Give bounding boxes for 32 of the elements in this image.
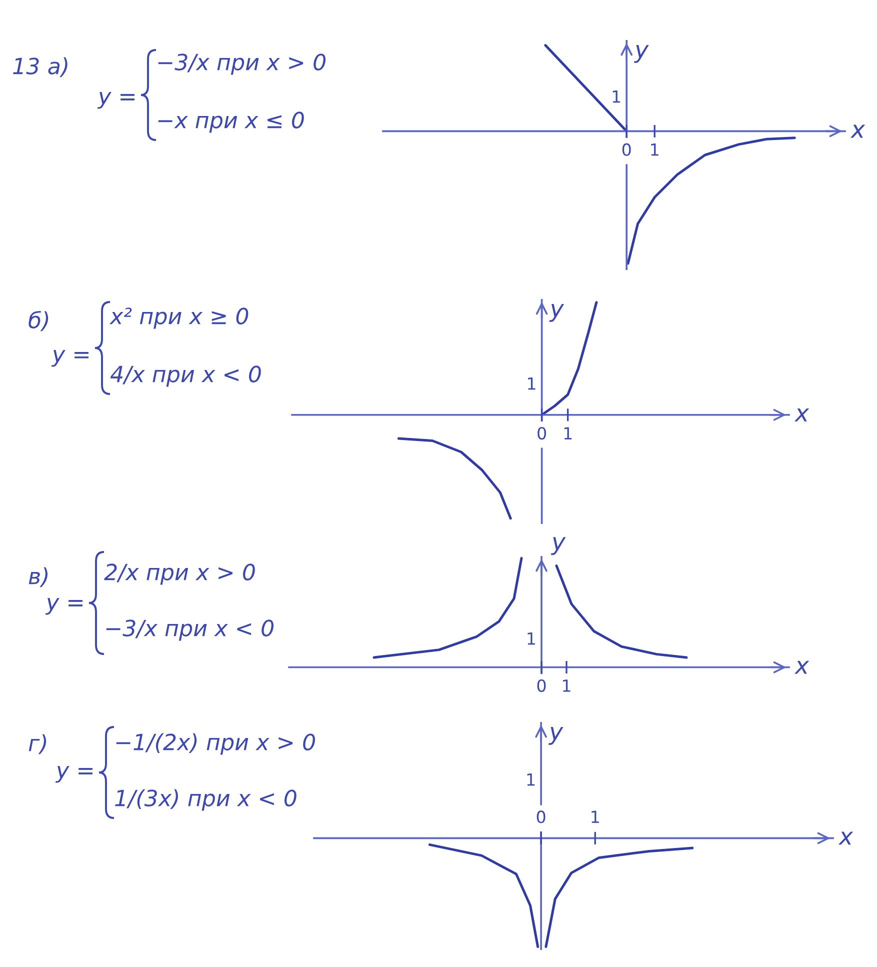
y-axis-title: y	[550, 537, 566, 555]
text: б)	[28, 310, 48, 332]
x-axis-title: x	[794, 660, 810, 674]
x-axis-title: x	[838, 832, 854, 845]
text: г)	[28, 734, 46, 754]
text: −3/x при x > 0	[158, 54, 326, 75]
text: 1/(3x) при x < 0	[115, 789, 296, 811]
annotation: 1	[528, 632, 535, 645]
text: y =	[51, 350, 88, 367]
x-tick-label: 0	[622, 143, 631, 156]
text: −x при x ≤ 0	[158, 112, 304, 133]
x-axis-title: x	[794, 408, 810, 422]
annotation: 1	[612, 90, 620, 103]
y-axis-title: y	[548, 727, 564, 745]
x-tick-label: 0	[536, 810, 546, 824]
text: y =	[55, 766, 92, 783]
text: 1	[527, 773, 535, 786]
text: в)	[28, 567, 48, 588]
text: y =	[45, 598, 82, 615]
y-axis-title: y	[549, 304, 564, 322]
text: 2/x при x > 0	[104, 564, 255, 585]
text: −3/x при x < 0	[106, 620, 274, 641]
text: x² при x ≥ 0	[109, 308, 248, 329]
x-tick-label: 0	[538, 426, 546, 440]
x-tick-label: 0	[537, 679, 546, 692]
y-axis-title: y	[634, 45, 649, 63]
annotation: 1	[528, 377, 536, 390]
text: y =	[97, 92, 134, 109]
text: 13 а)	[13, 57, 68, 78]
text: −1/(2x) при x > 0	[116, 733, 315, 755]
text: 4/x при x < 0	[110, 366, 261, 387]
x-axis-title: x	[850, 124, 866, 138]
